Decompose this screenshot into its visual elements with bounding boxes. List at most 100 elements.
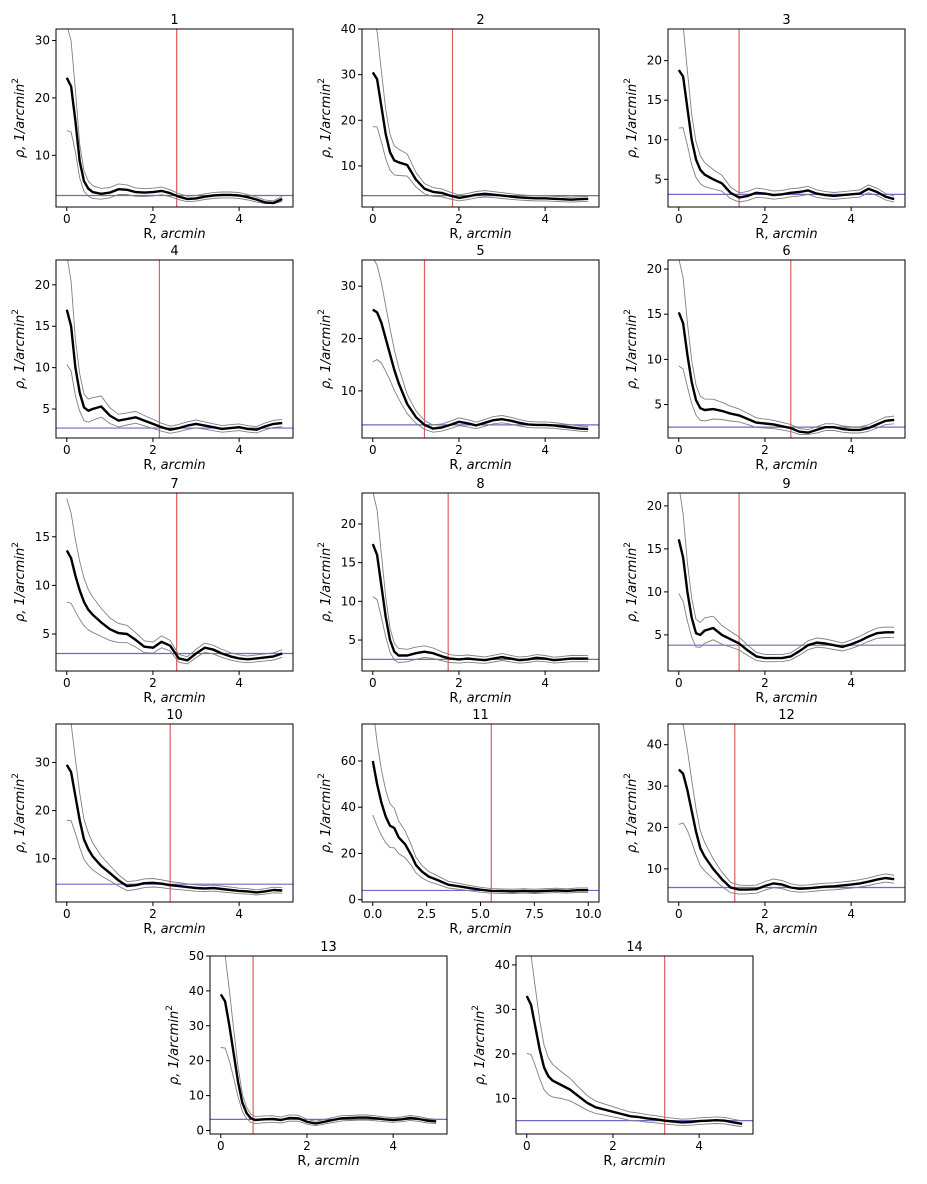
x-axis-label-prefix: R, (143, 922, 160, 937)
x-tick-label: 0 (369, 443, 377, 457)
y-tick-label: 30 (35, 33, 50, 47)
panel-title: 12 (778, 708, 795, 723)
x-tick-label: 2 (149, 676, 157, 690)
lower-bound-line (678, 365, 895, 435)
density-profile-line (65, 309, 283, 431)
x-axis-label: R, arcmin (755, 922, 817, 937)
y-axis-label: ρ, 1/arcmin2 (11, 78, 28, 158)
upper-bound-line (683, 29, 895, 197)
y-tick-label: 5 (42, 627, 50, 641)
y-tick-label: 20 (189, 1054, 204, 1068)
x-axis-label-unit: arcmin (773, 922, 818, 937)
plot-area (362, 724, 599, 902)
y-tick-label: 20 (647, 499, 662, 513)
y-axis-label-unit: arcmin (13, 779, 28, 824)
y-axis-label-exponent: 2 (623, 309, 633, 315)
y-tick-label: 15 (341, 556, 356, 570)
x-axis-label-unit: arcmin (467, 691, 512, 706)
y-tick-label: 30 (341, 68, 356, 82)
y-axis-label: ρ, 1/arcmin2 (11, 542, 28, 622)
plot-area (516, 956, 753, 1134)
plot-frame (515, 955, 754, 1135)
y-tick-label: 10 (35, 852, 50, 866)
x-tick-label: 2 (455, 212, 463, 226)
x-tick-label: 2.5 (417, 907, 436, 921)
plot-frame (55, 492, 294, 672)
x-tick-label: 0 (217, 1139, 225, 1153)
y-axis-label-prefix: ρ, 1/ (13, 127, 28, 158)
upper-bound-line (375, 29, 589, 198)
x-tick-label: 4 (235, 676, 243, 690)
y-axis-label: ρ, 1/arcmin2 (317, 773, 334, 853)
y-axis-label-prefix: ρ, 1/ (625, 591, 640, 622)
x-tick-label: 0 (63, 443, 71, 457)
y-tick-label: 15 (647, 307, 662, 321)
y-axis-label-exponent: 2 (623, 773, 633, 779)
y-tick-label: 5 (654, 172, 662, 186)
y-tick-label: 10 (189, 1089, 204, 1103)
panel-title: 11 (472, 708, 489, 723)
x-axis-label: R, arcmin (755, 458, 817, 473)
x-axis-label: R, arcmin (449, 691, 511, 706)
plot-frame (55, 28, 294, 208)
x-axis-label: R, arcmin (603, 1154, 665, 1169)
y-tick-label: 50 (189, 949, 204, 963)
plot-frame (209, 955, 448, 1135)
y-axis-label: ρ, 1/arcmin2 (623, 78, 640, 158)
y-axis-label-prefix: ρ, 1/ (319, 127, 334, 158)
x-tick-label: 0 (63, 676, 71, 690)
x-tick-label: 2 (761, 676, 769, 690)
x-tick-label: 0 (369, 676, 377, 690)
x-axis-label: R, arcmin (755, 227, 817, 242)
panel-title: 7 (170, 477, 178, 492)
x-axis-label-prefix: R, (755, 691, 772, 706)
y-axis-label-exponent: 2 (317, 78, 327, 84)
y-tick-label: 20 (647, 54, 662, 68)
density-profile-line (372, 308, 589, 431)
x-tick-label: 2 (303, 1139, 311, 1153)
panel-title: 10 (166, 708, 183, 723)
plot-frame (361, 28, 600, 208)
y-tick-label: 40 (647, 738, 662, 752)
x-axis-label: R, arcmin (755, 691, 817, 706)
plot-frame (55, 723, 294, 903)
x-tick-label: 0 (369, 212, 377, 226)
y-axis-label-prefix: ρ, 1/ (13, 358, 28, 389)
plot-area (668, 260, 905, 438)
y-tick-label: 10 (647, 862, 662, 876)
y-axis-label-prefix: ρ, 1/ (625, 127, 640, 158)
y-tick-label: 20 (495, 1047, 510, 1061)
x-axis-label: R, arcmin (143, 922, 205, 937)
x-axis-label-unit: arcmin (161, 691, 206, 706)
y-axis-label-exponent: 2 (11, 309, 21, 315)
y-axis-label-unit: arcmin (13, 315, 28, 360)
y-tick-label: 30 (495, 1002, 510, 1016)
x-tick-label: 0 (63, 212, 71, 226)
plot-frame (667, 492, 906, 672)
y-tick-label: 40 (341, 800, 356, 814)
y-tick-label: 20 (647, 262, 662, 276)
y-axis-label-prefix: ρ, 1/ (13, 591, 28, 622)
y-axis-label-prefix: ρ, 1/ (319, 822, 334, 853)
y-axis-label-unit: arcmin (13, 84, 28, 129)
x-axis-label-unit: arcmin (773, 458, 818, 473)
y-axis-label-exponent: 2 (623, 78, 633, 84)
x-axis-label-unit: arcmin (161, 458, 206, 473)
plot-area (56, 724, 293, 902)
y-tick-label: 0 (348, 893, 356, 907)
lower-bound-line (372, 596, 589, 664)
y-axis-label-exponent: 2 (11, 542, 21, 548)
x-axis-label-unit: arcmin (773, 227, 818, 242)
x-axis-label-unit: arcmin (467, 227, 512, 242)
x-axis-label: R, arcmin (449, 458, 511, 473)
y-axis-label: ρ, 1/arcmin2 (623, 542, 640, 622)
x-axis-label-unit: arcmin (621, 1154, 666, 1169)
y-axis-label-prefix: ρ, 1/ (319, 358, 334, 389)
y-tick-label: 10 (647, 133, 662, 147)
x-tick-label: 0 (675, 443, 683, 457)
panel-title: 4 (170, 244, 178, 259)
